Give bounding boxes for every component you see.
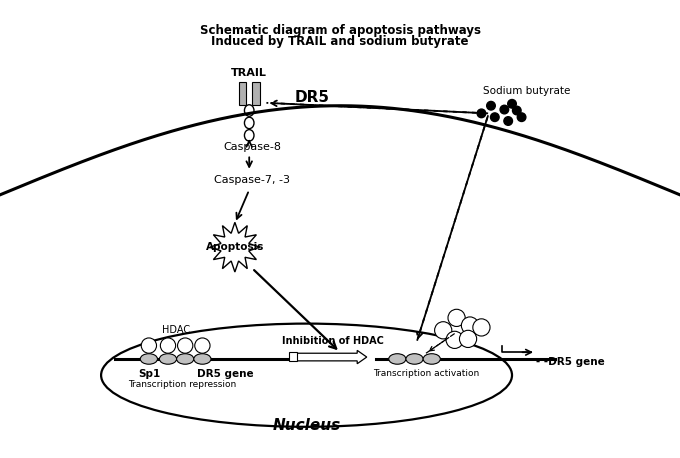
Circle shape xyxy=(160,338,175,353)
Text: DR5: DR5 xyxy=(295,90,330,104)
Ellipse shape xyxy=(140,354,158,364)
Circle shape xyxy=(194,338,210,353)
Circle shape xyxy=(504,117,513,125)
Text: Apoptosis: Apoptosis xyxy=(205,242,264,252)
Text: Caspase-7, -3: Caspase-7, -3 xyxy=(214,175,290,185)
Circle shape xyxy=(141,338,156,353)
Circle shape xyxy=(177,338,193,353)
Circle shape xyxy=(435,322,452,339)
Bar xyxy=(252,82,260,105)
Circle shape xyxy=(446,331,463,349)
Text: Schematic diagram of apoptosis pathways: Schematic diagram of apoptosis pathways xyxy=(199,23,481,37)
Circle shape xyxy=(490,113,499,121)
Circle shape xyxy=(517,113,526,121)
Circle shape xyxy=(477,109,486,118)
Circle shape xyxy=(448,309,465,327)
Polygon shape xyxy=(210,222,260,272)
Ellipse shape xyxy=(177,354,194,364)
Circle shape xyxy=(460,330,477,348)
FancyArrow shape xyxy=(297,350,367,364)
Ellipse shape xyxy=(423,354,441,364)
Bar xyxy=(239,82,246,105)
Text: HDAC: HDAC xyxy=(162,325,190,335)
Text: - -DR5 gene: - -DR5 gene xyxy=(536,357,605,367)
Ellipse shape xyxy=(159,354,177,364)
Circle shape xyxy=(473,319,490,336)
Text: Sp1: Sp1 xyxy=(138,370,160,380)
Circle shape xyxy=(487,101,495,110)
Text: Inhibition of HDAC: Inhibition of HDAC xyxy=(282,336,384,346)
Text: DR5 gene: DR5 gene xyxy=(197,370,254,380)
Text: Transcription activation: Transcription activation xyxy=(373,369,479,377)
Circle shape xyxy=(513,106,521,115)
Ellipse shape xyxy=(389,354,406,364)
Text: Caspase-8: Caspase-8 xyxy=(223,142,281,152)
Circle shape xyxy=(500,105,509,114)
Circle shape xyxy=(461,317,479,334)
Bar xyxy=(290,352,297,361)
Text: TRAIL: TRAIL xyxy=(231,68,267,78)
Text: Transcription repression: Transcription repression xyxy=(129,380,237,389)
Ellipse shape xyxy=(194,354,211,364)
Circle shape xyxy=(508,99,516,108)
Text: Sodium butyrate: Sodium butyrate xyxy=(483,86,570,96)
Text: Nucleus: Nucleus xyxy=(273,418,341,433)
Ellipse shape xyxy=(406,354,423,364)
Text: Induced by TRAIL and sodium butyrate: Induced by TRAIL and sodium butyrate xyxy=(211,35,469,48)
